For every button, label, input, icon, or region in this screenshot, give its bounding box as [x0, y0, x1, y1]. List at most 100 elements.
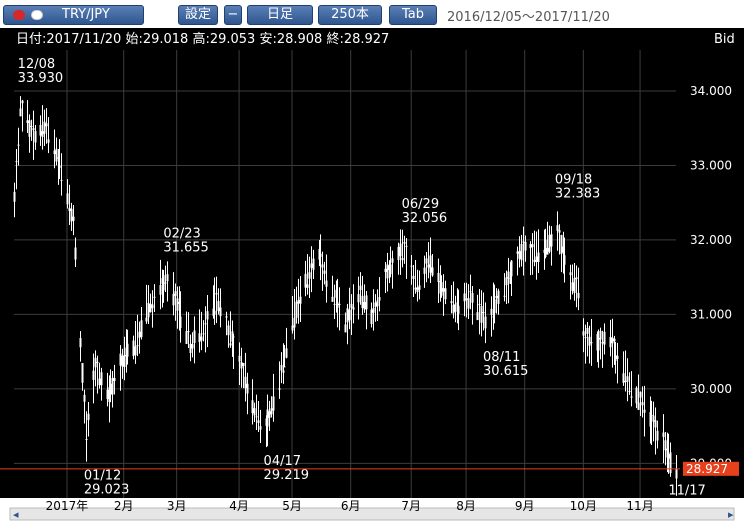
- x-tick-label: 6月: [341, 499, 361, 513]
- candle-body: [582, 331, 585, 336]
- x-tick-label: 2017年: [46, 499, 89, 513]
- horizontal-scrollbar[interactable]: [9, 507, 735, 521]
- candle-body: [319, 253, 322, 257]
- candle-body: [675, 469, 678, 479]
- candle-body: [55, 148, 58, 162]
- candle-body: [654, 420, 657, 428]
- candle-body: [652, 415, 655, 422]
- candle-body: [43, 121, 46, 134]
- y-tick-label: 31.000: [690, 307, 732, 321]
- candle-body: [295, 301, 298, 318]
- candle-body: [259, 426, 262, 430]
- tab-button[interactable]: Tab: [389, 5, 437, 25]
- x-tick-label: 3月: [167, 499, 187, 513]
- candle-body: [361, 295, 364, 309]
- candle-body: [58, 165, 61, 168]
- candle-body: [41, 131, 44, 138]
- candle-body: [522, 241, 525, 243]
- candle-body: [401, 257, 404, 261]
- candle-body: [17, 144, 20, 146]
- candle-body: [558, 230, 561, 233]
- candle-body: [450, 301, 453, 304]
- annotation-date-label: 06/29: [402, 197, 439, 212]
- candle-body: [92, 370, 95, 380]
- candle-body: [187, 331, 190, 333]
- candle-body: [482, 312, 485, 314]
- candle-body: [577, 292, 580, 299]
- x-tick-label: 9月: [515, 499, 535, 513]
- candle-body: [497, 290, 500, 304]
- candle-body: [437, 272, 440, 283]
- candle-body: [639, 391, 642, 398]
- candle-body: [667, 453, 670, 459]
- candle-body: [562, 246, 565, 253]
- scroll-right-arrow[interactable]: ▸: [728, 508, 734, 521]
- price-axis-background: [680, 28, 744, 522]
- candle-body: [431, 267, 434, 276]
- candle-body: [123, 355, 126, 368]
- candle-body: [299, 296, 302, 304]
- candle-body: [440, 282, 443, 296]
- japan-flag-icon: [31, 10, 43, 20]
- candle-body: [535, 256, 538, 263]
- candle-body: [109, 383, 112, 395]
- candle-body: [425, 258, 428, 264]
- candle-body: [465, 298, 468, 300]
- zoom-out-button[interactable]: −: [224, 5, 242, 25]
- candle-body: [138, 331, 141, 338]
- annotation-value-label: 30.615: [483, 364, 528, 379]
- candle-body: [200, 336, 203, 341]
- candle-body: [656, 430, 659, 441]
- candle-body: [45, 123, 48, 127]
- candle-body: [126, 343, 129, 357]
- candle-body: [414, 287, 417, 290]
- candle-body: [198, 333, 201, 342]
- candle-body: [74, 247, 77, 260]
- settings-button[interactable]: 設定: [178, 5, 218, 25]
- candle-body: [215, 293, 218, 295]
- candle-body: [550, 234, 553, 247]
- candle-body: [293, 317, 296, 328]
- candle-body: [616, 355, 619, 360]
- candle-body: [531, 244, 534, 248]
- candle-body: [628, 390, 631, 392]
- candle-body: [66, 193, 69, 205]
- annotation-date-label: 01/12: [84, 469, 121, 484]
- y-tick-label: 34.000: [690, 84, 732, 98]
- candle-body: [312, 258, 315, 270]
- candle-body: [166, 274, 169, 282]
- candle-body: [335, 289, 338, 298]
- candle-body: [471, 293, 474, 303]
- candle-body: [635, 387, 638, 404]
- candle-body: [232, 336, 235, 338]
- candle-body: [588, 336, 591, 346]
- candle-body: [57, 157, 60, 159]
- candle-body: [96, 361, 99, 363]
- candle-body: [257, 420, 260, 424]
- x-tick-label: 8月: [456, 499, 476, 513]
- candle-body: [15, 161, 18, 163]
- candle-body: [463, 293, 466, 302]
- candle-body: [399, 243, 402, 257]
- candle-body: [202, 333, 205, 335]
- currency-pair-button[interactable]: TRY/JPY: [3, 5, 144, 25]
- interval-button[interactable]: 日足: [247, 5, 313, 25]
- candle-body: [363, 301, 366, 310]
- candle-body: [134, 346, 137, 356]
- candle-body: [331, 296, 334, 302]
- candle-body: [546, 248, 549, 255]
- bar-count-button[interactable]: 250本: [318, 5, 382, 25]
- candle-body: [255, 416, 258, 418]
- candle-body: [507, 271, 510, 279]
- candle-body: [597, 337, 600, 351]
- candle-body: [590, 342, 593, 344]
- candle-body: [162, 275, 165, 291]
- turkey-flag-icon: [13, 10, 25, 20]
- candle-body: [442, 288, 445, 292]
- candle-body: [229, 343, 232, 346]
- candle-body: [556, 225, 559, 231]
- scroll-left-arrow[interactable]: ◂: [13, 508, 19, 521]
- candle-body: [106, 389, 109, 400]
- candle-body: [456, 302, 459, 304]
- candle-body: [503, 295, 506, 297]
